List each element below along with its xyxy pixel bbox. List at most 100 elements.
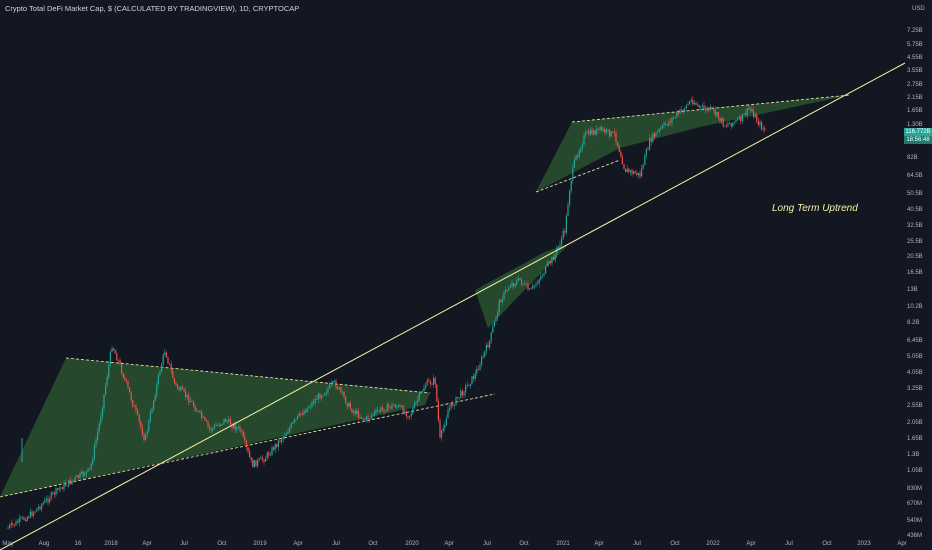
candle-body	[762, 128, 764, 130]
x-tick-label: Jul	[180, 541, 188, 547]
y-tick-label: 4.05B	[907, 370, 923, 376]
candle-body	[597, 128, 599, 130]
candle-body	[642, 165, 644, 169]
candle-body	[741, 114, 743, 122]
x-tick-label: Oct	[217, 541, 227, 547]
candle-body	[85, 471, 87, 475]
candle-body	[386, 404, 388, 412]
y-tick-label: 2.15B	[907, 95, 923, 101]
candle-body	[29, 511, 31, 518]
candle-body	[20, 517, 22, 519]
candle-body	[530, 288, 532, 289]
candle-body	[625, 168, 627, 173]
y-tick-label: 13B	[907, 287, 918, 293]
candle-body	[58, 488, 60, 490]
candle-body	[599, 126, 601, 130]
candle-body	[717, 112, 719, 118]
candle-body	[325, 392, 327, 394]
candle-body	[353, 410, 355, 413]
candle-body	[548, 261, 550, 264]
candle-body	[485, 344, 487, 352]
candle-body	[687, 104, 689, 106]
candle-body	[753, 111, 755, 118]
trendlines	[0, 62, 906, 550]
candle-body	[49, 499, 51, 503]
candle-body	[711, 106, 713, 108]
candle-body	[289, 427, 291, 433]
candle-body	[250, 457, 252, 461]
candle-body	[561, 238, 563, 245]
candle-body	[604, 129, 606, 133]
candle-body	[255, 460, 257, 467]
candle-body	[740, 116, 742, 122]
y-tick-label: 20.5B	[907, 254, 923, 260]
candle-body	[527, 284, 529, 290]
candle-body	[122, 373, 124, 378]
x-tick-label: Apr	[897, 541, 906, 547]
x-tick-label: 2022	[706, 541, 720, 547]
candle-body	[57, 488, 59, 490]
candle-body	[549, 261, 551, 264]
candle-body	[709, 106, 711, 111]
candle-body	[575, 155, 577, 160]
candle-body	[556, 248, 558, 255]
candle-body	[412, 408, 414, 414]
x-axis: May Aug 16 2018 Apr Jul Oct 2019 Apr Jul Oct 2020 Ap…	[2, 541, 906, 547]
candle-body	[359, 417, 361, 419]
candle-body	[138, 414, 140, 422]
candle-body	[517, 278, 519, 281]
candle-body	[693, 103, 695, 105]
candle-body	[609, 129, 611, 137]
candle-body	[588, 131, 590, 135]
candle-body	[671, 117, 673, 123]
pattern-shapes	[0, 94, 851, 498]
candle-body	[666, 124, 668, 126]
candle-body	[177, 384, 179, 389]
candle-body	[90, 463, 92, 469]
candle-body	[60, 487, 62, 489]
candle-body	[372, 415, 374, 417]
candle-body	[44, 499, 46, 503]
wedge-upper-boundary	[571, 94, 851, 123]
candle-body	[589, 129, 591, 135]
candle-body	[621, 157, 623, 165]
candle-body	[458, 397, 460, 399]
candle-body	[356, 410, 358, 415]
candle-body	[17, 521, 19, 523]
candle-body	[220, 424, 222, 426]
candle-body	[410, 413, 412, 416]
current-price-label: 116.772B	[904, 128, 932, 136]
candle-body	[479, 365, 481, 371]
candle-body	[634, 171, 636, 174]
candle-body	[733, 121, 735, 123]
candle-body	[164, 352, 166, 355]
candle-body	[668, 121, 670, 126]
candle-body	[697, 104, 699, 106]
candle-body	[749, 108, 751, 110]
candle-body	[394, 405, 396, 408]
candle-body	[466, 384, 468, 386]
x-tick-label: Oct	[519, 541, 529, 547]
candle-body	[303, 411, 305, 415]
x-tick-label: Oct	[670, 541, 680, 547]
candle-body	[663, 123, 665, 126]
candle-body	[157, 374, 159, 384]
candle-body	[626, 168, 628, 173]
candle-body	[89, 468, 91, 470]
x-tick-label: Jul	[483, 541, 491, 547]
candle-body	[489, 340, 491, 348]
candle-body	[167, 357, 169, 364]
candle-body	[93, 445, 95, 459]
candle-body	[327, 388, 329, 393]
candle-body	[39, 506, 41, 510]
candle-body	[452, 403, 454, 406]
candle-body	[397, 405, 399, 407]
candle-body	[237, 426, 239, 428]
x-tick-label: 16	[75, 541, 82, 547]
candle-body	[351, 408, 353, 413]
y-tick-label: 1.65B	[907, 436, 923, 442]
candle-body	[463, 392, 465, 396]
candle-body	[511, 283, 513, 287]
candle-body	[690, 100, 692, 102]
